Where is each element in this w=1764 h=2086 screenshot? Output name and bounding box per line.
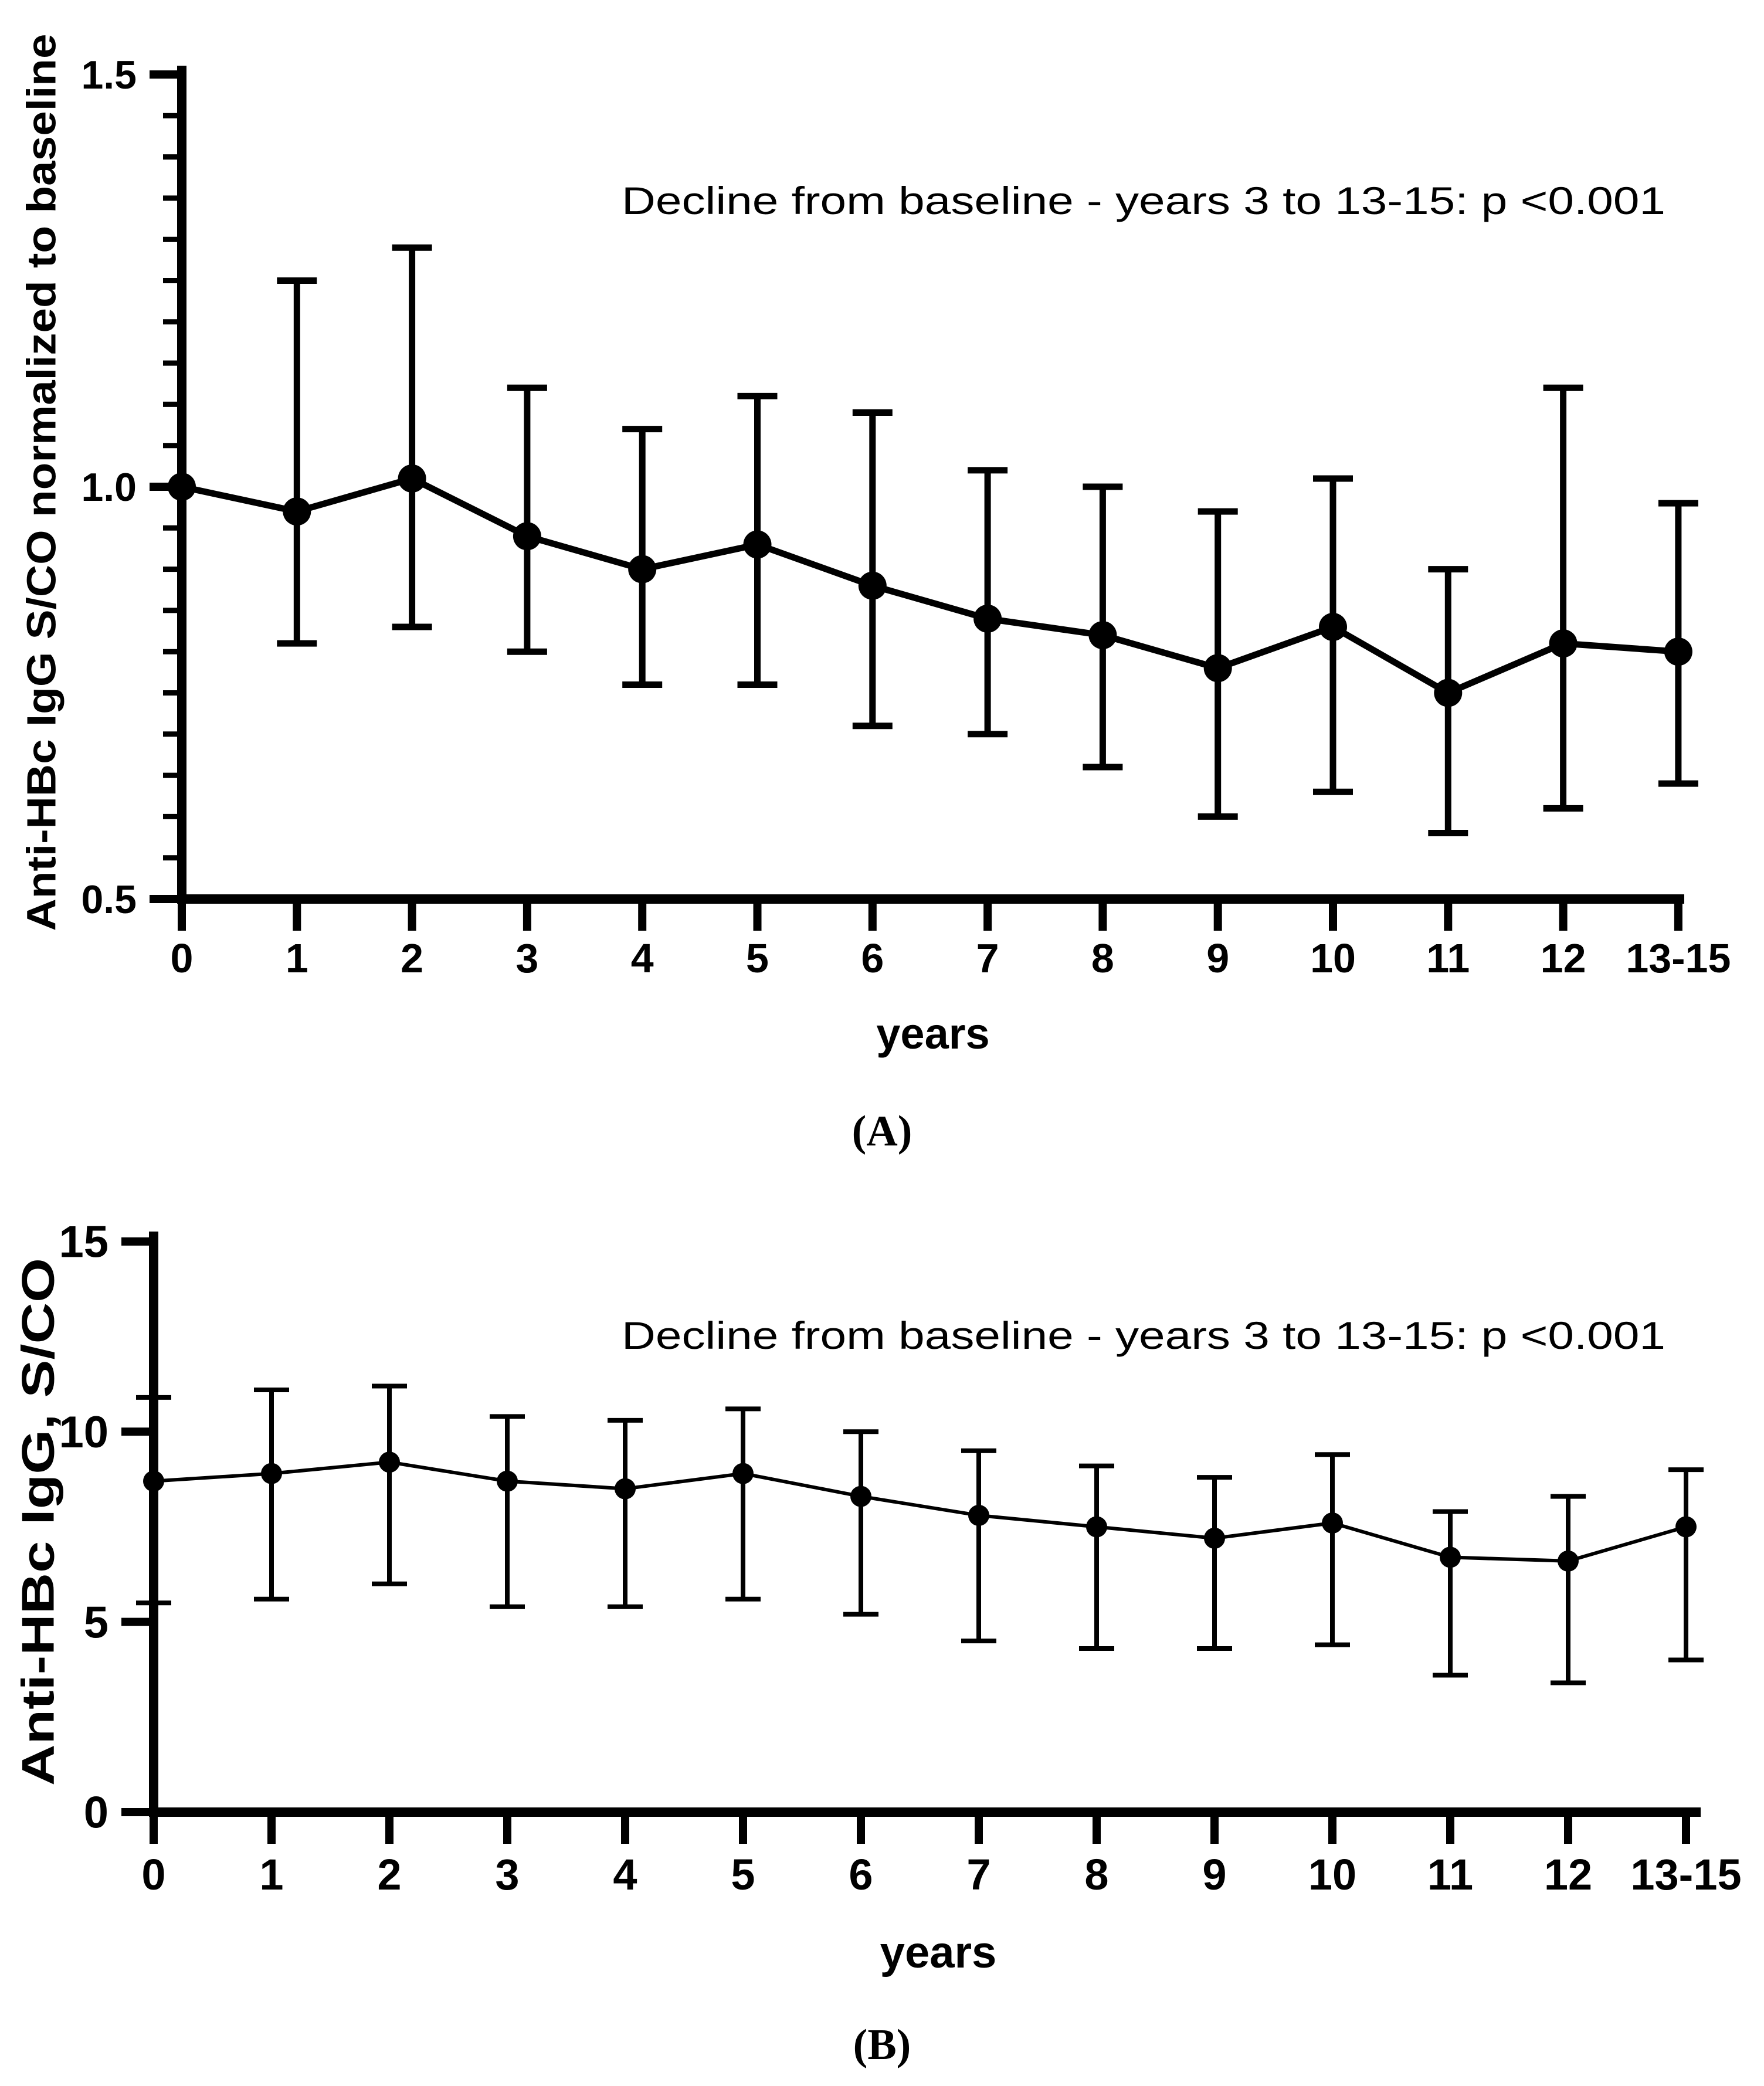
x-tick-label: 11 <box>1427 1850 1473 1899</box>
x-axis-title: years <box>876 1009 989 1058</box>
x-tick-label: 5 <box>746 935 769 981</box>
data-point <box>1664 637 1692 666</box>
x-tick-label: 8 <box>1091 935 1114 981</box>
data-point <box>1086 1516 1107 1538</box>
data-point <box>968 1505 989 1527</box>
data-point <box>497 1470 518 1492</box>
data-point <box>168 473 196 501</box>
data-point <box>143 1470 164 1492</box>
panel-a-caption: (A) <box>852 1107 912 1155</box>
x-tick-label: 4 <box>631 935 654 981</box>
y-tick-label: 10 <box>59 1407 108 1457</box>
data-point <box>398 464 426 493</box>
y-axis-title: Anti-HBc IgG, S/CO <box>12 1258 63 1786</box>
x-tick-label: 6 <box>861 935 884 981</box>
data-point <box>973 604 1002 633</box>
data-point <box>1440 1546 1461 1568</box>
x-tick-label: 4 <box>613 1850 637 1899</box>
data-point <box>1434 679 1463 707</box>
x-tick-label: 2 <box>377 1850 401 1899</box>
x-tick-label: 9 <box>1202 1850 1226 1899</box>
data-point <box>732 1463 754 1484</box>
annotation-text: Decline from baseline - years 3 to 13-15… <box>622 179 1665 222</box>
data-point <box>1549 629 1578 658</box>
data-point <box>850 1485 871 1507</box>
x-tick-label: 8 <box>1084 1850 1108 1899</box>
y-tick-label: 0.5 <box>81 877 137 922</box>
series-line <box>153 1460 1687 1563</box>
x-tick-label: 5 <box>731 1850 755 1899</box>
series-line <box>181 475 1679 697</box>
x-tick-label: 7 <box>966 1850 990 1899</box>
y-tick-label: 1.0 <box>81 465 137 510</box>
x-tick-label: 13-15 <box>1626 935 1731 981</box>
data-point <box>261 1463 282 1484</box>
data-point <box>1204 1527 1225 1549</box>
data-point <box>1558 1550 1579 1572</box>
data-point <box>1675 1516 1697 1538</box>
panel-a-chart: 1.51.00.50 1 2 3 4 5 6 7 8 9 10 11 12 13-15yearsAnti-… <box>19 34 1731 1059</box>
y-tick-label: 0 <box>84 1788 108 1838</box>
x-tick-label: 10 <box>1308 1850 1356 1899</box>
data-point <box>1088 621 1117 650</box>
x-tick-label: 0 <box>141 1850 165 1899</box>
x-tick-label: 1 <box>259 1850 283 1899</box>
x-tick-label: 12 <box>1541 935 1586 981</box>
annotation-text: Decline from baseline - years 3 to 13-15… <box>622 1314 1665 1357</box>
data-point <box>628 555 657 584</box>
data-point <box>615 1478 636 1500</box>
data-point <box>1319 613 1347 642</box>
x-tick-label: 13-15 <box>1630 1850 1741 1899</box>
data-point <box>743 530 772 559</box>
x-tick-label: 11 <box>1426 935 1470 981</box>
data-point <box>1203 654 1232 683</box>
x-tick-label: 0 <box>171 935 194 981</box>
x-tick-label: 12 <box>1544 1850 1592 1899</box>
x-tick-label: 3 <box>495 1850 519 1899</box>
data-point <box>283 497 311 526</box>
data-point <box>379 1451 400 1473</box>
x-tick-label: 3 <box>515 935 538 981</box>
x-tick-label: 10 <box>1310 935 1356 981</box>
y-tick-label: 5 <box>84 1597 108 1647</box>
y-axis-title: Anti-HBc IgG S/CO normalized to baseline <box>19 34 65 931</box>
x-tick-label: 7 <box>976 935 999 981</box>
data-point <box>858 571 887 600</box>
data-point <box>513 522 541 551</box>
x-tick-label: 2 <box>401 935 423 981</box>
x-tick-label: 1 <box>286 935 308 981</box>
x-tick-label: 9 <box>1206 935 1229 981</box>
panel-b-caption: (B) <box>853 2021 911 2069</box>
x-axis-title: years <box>880 1928 997 1978</box>
y-tick-label: 15 <box>59 1217 108 1267</box>
x-tick-label: 6 <box>849 1850 873 1899</box>
data-point <box>1322 1512 1343 1534</box>
y-tick-label: 1.5 <box>81 53 137 97</box>
